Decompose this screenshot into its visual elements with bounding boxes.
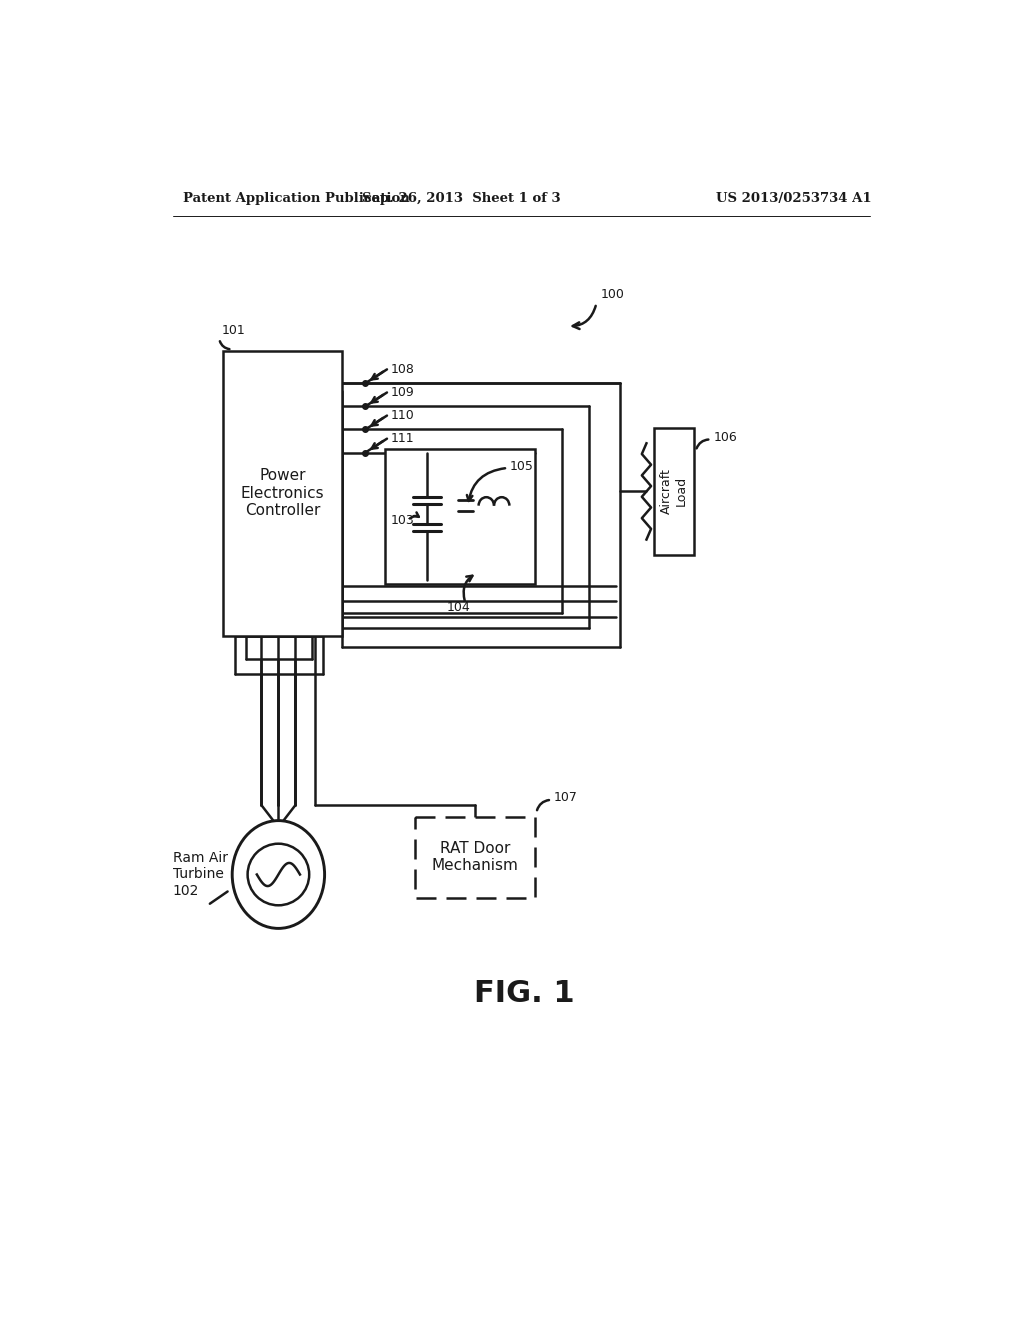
Bar	[223, 351, 342, 636]
Text: 100: 100	[600, 288, 625, 301]
Text: Patent Application Publication: Patent Application Publication	[183, 191, 410, 205]
Text: 109: 109	[391, 385, 415, 399]
Circle shape	[248, 843, 309, 906]
Text: 104: 104	[446, 601, 470, 614]
Text: RAT Door
Mechanism: RAT Door Mechanism	[432, 841, 518, 874]
Text: 101: 101	[221, 323, 245, 337]
Text: Ram Air
Turbine
102: Ram Air Turbine 102	[173, 851, 228, 898]
Text: US 2013/0253734 A1: US 2013/0253734 A1	[716, 191, 871, 205]
Text: Sep. 26, 2013  Sheet 1 of 3: Sep. 26, 2013 Sheet 1 of 3	[362, 191, 561, 205]
Ellipse shape	[232, 821, 325, 928]
Text: 103: 103	[391, 513, 415, 527]
Bar	[654, 428, 694, 554]
Text: 106: 106	[714, 432, 737, 445]
Text: 105: 105	[510, 459, 535, 473]
Text: 110: 110	[391, 409, 415, 422]
Text: Power
Electronics
Controller: Power Electronics Controller	[241, 469, 325, 519]
Bar	[385, 449, 535, 585]
Text: FIG. 1: FIG. 1	[474, 979, 575, 1008]
Text: 111: 111	[391, 432, 415, 445]
Text: 108: 108	[391, 363, 415, 376]
Text: Aircraft
Load: Aircraft Load	[660, 469, 688, 515]
Bar	[416, 817, 535, 898]
Text: 107: 107	[554, 791, 578, 804]
